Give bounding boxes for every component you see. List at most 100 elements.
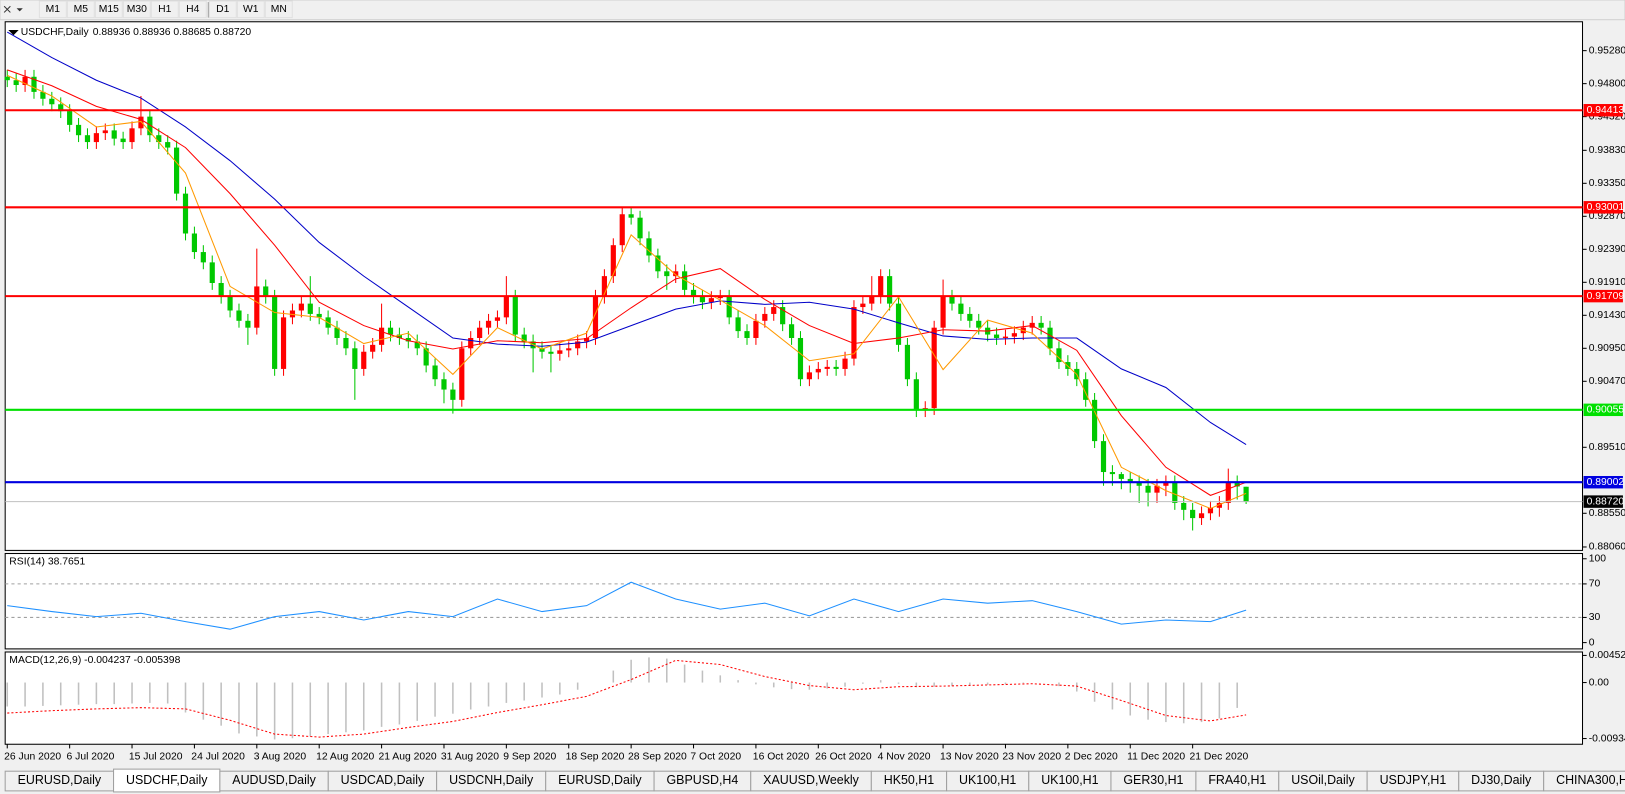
y-tick-label: 0.90950 [1589,343,1625,354]
tab-label[interactable]: FRA40,H1 [1208,773,1266,787]
timeframe-label[interactable]: W1 [243,4,259,15]
collapse-arrow[interactable] [8,30,19,36]
tab-label[interactable]: GBPUSD,H4 [667,773,739,787]
timeframe-label[interactable]: M30 [127,4,147,15]
x-tick-label: 3 Aug 2020 [254,751,307,762]
candle-body [334,327,340,338]
timeframe-button[interactable] [94,0,123,19]
candle-body [485,320,492,328]
price-level-label: 0.90055 [1587,405,1625,416]
tab-label[interactable]: UK100,H1 [959,773,1016,787]
tab-label[interactable]: EURUSD,Daily [18,773,102,787]
tab[interactable] [1543,770,1625,792]
candle-body [762,313,768,321]
candle-body [1216,502,1222,508]
candle-body [637,217,643,239]
candle-body [298,303,304,311]
candle-body [387,327,394,335]
candle-body [423,348,429,366]
price-level-label: 0.94413 [1587,105,1625,116]
tab-label[interactable]: HK50,H1 [884,773,934,787]
candle-body [940,296,946,328]
tab-label[interactable]: UK100,H1 [1041,773,1098,787]
candle-body [370,344,376,352]
candle-body [539,348,545,352]
x-tick-label: 16 Oct 2020 [753,751,810,762]
rsi-title: RSI(14) 38.7651 [9,557,85,568]
candle-body [1002,336,1009,338]
timeframe-button[interactable] [38,0,67,19]
tool-icon[interactable] [3,5,11,13]
candle-body [280,317,287,369]
tab-label[interactable]: EURUSD,Daily [558,773,642,787]
tab-label[interactable]: XAUUSD,Weekly [763,773,859,787]
candle-body [664,271,670,277]
candle-body [450,389,456,400]
timeframe-label[interactable]: H1 [158,4,171,15]
candle-body [1038,322,1044,328]
tab-label[interactable]: USDCNH,Daily [449,773,534,787]
x-tick-label: 18 Sep 2020 [566,751,625,762]
candle-body [976,320,982,328]
candle-body [75,124,82,136]
timeframe-button[interactable] [178,0,207,19]
y-tick-label: 0.88550 [1589,508,1625,519]
timeframe-label[interactable]: M5 [74,4,89,15]
x-tick-label: 26 Oct 2020 [815,751,872,762]
moving-average [6,31,1247,446]
candle-body [263,286,269,297]
tab-label[interactable]: AUDUSD,Daily [232,773,316,787]
candle-body [156,135,162,143]
timeframe-label[interactable]: D1 [216,4,229,15]
timeframe-button[interactable] [264,0,293,19]
candle-body [521,334,527,342]
price-level-box [1583,201,1623,214]
timeframe-label[interactable]: M15 [99,4,119,15]
tab-label[interactable]: USDCAD,Daily [341,773,425,787]
candle-body [673,271,679,277]
tab-label[interactable]: CHINA300,H1 [1556,773,1625,787]
timeframe-button[interactable] [236,0,265,19]
candle-body [227,296,233,311]
y-tick-label: 0.91910 [1589,277,1625,288]
candle-body [1127,478,1133,483]
x-tick-label: 31 Aug 2020 [441,751,499,762]
candle-body [245,320,251,328]
x-tick-label: 7 Oct 2020 [690,751,741,762]
candle-body [726,296,732,318]
timeframe-button[interactable] [150,0,179,19]
tab-label[interactable]: USDCHF,Daily [126,773,208,787]
candle-body [58,104,64,112]
candle-body [432,365,438,380]
candle-body [780,307,786,325]
timeframe-label[interactable]: M1 [46,4,61,15]
tab-label[interactable]: USOil,Daily [1291,773,1355,787]
timeframe-label[interactable]: MN [271,4,287,15]
timeframe-label[interactable]: H4 [186,4,199,15]
candle-body [459,348,465,400]
candle-body [548,351,554,354]
timeframe-button[interactable] [208,0,237,19]
candle-body [191,233,198,253]
candle-body [254,286,260,328]
candle-body [1225,482,1231,503]
candle-body [806,372,812,380]
candle-body [477,327,483,338]
candle-body [182,193,189,234]
candle-body [49,98,55,105]
y-tick-label: 0.95280 [1589,45,1625,56]
timeframe-button[interactable] [122,0,151,19]
tab-label[interactable]: DJ30,Daily [1471,773,1532,787]
tab-label[interactable]: GER30,H1 [1123,773,1183,787]
tab-label[interactable]: USDJPY,H1 [1380,773,1447,787]
x-tick-label: 11 Dec 2020 [1127,751,1185,762]
timeframe-button[interactable] [66,0,95,19]
x-tick-label: 23 Nov 2020 [1002,751,1061,762]
y-tick-label: 100 [1589,553,1607,564]
y-tick-label: 0.89510 [1589,442,1625,453]
y-tick-label: -0.009348 [1589,733,1625,744]
y-tick-label: 0 [1589,637,1595,648]
tool-dropdown[interactable] [16,8,23,12]
y-tick-label: 0.92870 [1589,211,1625,222]
candle-body [1092,399,1098,442]
